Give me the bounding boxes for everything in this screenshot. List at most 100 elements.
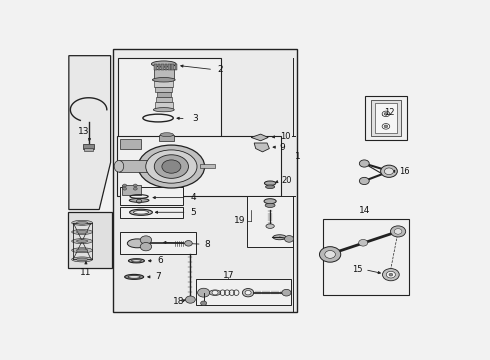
- Bar: [83, 144, 94, 149]
- Ellipse shape: [146, 150, 197, 183]
- Circle shape: [385, 168, 393, 175]
- Bar: [168, 64, 171, 69]
- Text: 15: 15: [352, 265, 363, 274]
- Bar: [156, 97, 172, 102]
- Circle shape: [282, 289, 291, 296]
- Ellipse shape: [72, 220, 93, 225]
- Ellipse shape: [243, 288, 254, 297]
- Bar: [155, 87, 172, 92]
- Ellipse shape: [245, 291, 251, 295]
- Ellipse shape: [154, 155, 189, 178]
- Circle shape: [212, 291, 218, 295]
- Ellipse shape: [128, 259, 145, 263]
- Bar: [175, 64, 177, 69]
- Ellipse shape: [76, 221, 88, 224]
- Bar: [84, 148, 93, 151]
- Circle shape: [285, 235, 294, 242]
- Bar: [323, 219, 409, 296]
- Ellipse shape: [209, 290, 220, 296]
- Text: 2: 2: [217, 65, 222, 74]
- Circle shape: [197, 288, 210, 297]
- Ellipse shape: [162, 160, 181, 173]
- Circle shape: [123, 184, 126, 187]
- Text: 8: 8: [205, 240, 211, 249]
- Circle shape: [185, 296, 196, 303]
- Ellipse shape: [138, 145, 205, 188]
- Bar: [153, 69, 174, 79]
- Ellipse shape: [76, 240, 88, 243]
- Bar: [120, 207, 183, 218]
- Ellipse shape: [72, 229, 93, 234]
- Bar: [120, 139, 141, 149]
- Polygon shape: [254, 143, 270, 152]
- Bar: [119, 161, 149, 172]
- Ellipse shape: [129, 209, 152, 215]
- Text: 4: 4: [190, 193, 196, 202]
- Bar: [196, 279, 291, 305]
- Bar: [113, 49, 297, 312]
- Circle shape: [383, 269, 399, 281]
- Bar: [165, 64, 167, 69]
- Bar: [172, 64, 174, 69]
- Text: 12: 12: [384, 108, 394, 117]
- Bar: [68, 212, 112, 268]
- Circle shape: [319, 247, 341, 262]
- Ellipse shape: [127, 239, 147, 248]
- Circle shape: [133, 187, 137, 190]
- Ellipse shape: [265, 203, 275, 207]
- Ellipse shape: [133, 211, 148, 214]
- Bar: [118, 58, 220, 138]
- Bar: [155, 102, 172, 109]
- Bar: [122, 185, 141, 195]
- Text: 7: 7: [155, 273, 161, 282]
- Polygon shape: [69, 56, 111, 210]
- Bar: [120, 232, 196, 254]
- Text: 20: 20: [281, 176, 292, 185]
- Text: 10: 10: [280, 131, 290, 140]
- Circle shape: [133, 184, 137, 187]
- Ellipse shape: [76, 249, 88, 252]
- Bar: [374, 103, 397, 133]
- Ellipse shape: [76, 231, 88, 233]
- Circle shape: [391, 226, 406, 237]
- Circle shape: [389, 273, 393, 276]
- Circle shape: [384, 125, 388, 128]
- Ellipse shape: [129, 198, 149, 202]
- Ellipse shape: [160, 133, 173, 136]
- Text: 18: 18: [173, 297, 185, 306]
- Circle shape: [359, 239, 368, 246]
- Bar: [157, 92, 171, 97]
- Ellipse shape: [153, 108, 174, 112]
- Ellipse shape: [72, 257, 93, 262]
- Polygon shape: [251, 134, 268, 141]
- Ellipse shape: [114, 161, 123, 172]
- Circle shape: [123, 187, 126, 190]
- Bar: [159, 135, 174, 141]
- Ellipse shape: [72, 239, 93, 244]
- Text: 9: 9: [280, 143, 285, 152]
- Bar: [161, 64, 164, 69]
- Bar: [200, 164, 215, 168]
- Bar: [118, 136, 281, 195]
- Text: 6: 6: [157, 256, 163, 265]
- Text: 17: 17: [222, 271, 234, 280]
- Text: 13: 13: [78, 127, 90, 136]
- Circle shape: [140, 236, 151, 244]
- Bar: [365, 96, 407, 140]
- Circle shape: [359, 160, 369, 167]
- Bar: [154, 80, 173, 87]
- Bar: [247, 195, 293, 247]
- Ellipse shape: [266, 185, 275, 189]
- Ellipse shape: [266, 224, 274, 228]
- Ellipse shape: [265, 181, 276, 185]
- Bar: [154, 64, 157, 69]
- Circle shape: [384, 112, 388, 115]
- Text: 1: 1: [295, 152, 300, 161]
- Bar: [120, 187, 183, 205]
- Ellipse shape: [128, 275, 140, 278]
- Circle shape: [185, 240, 192, 246]
- Ellipse shape: [124, 274, 144, 279]
- Circle shape: [325, 251, 336, 258]
- Circle shape: [140, 243, 151, 251]
- Ellipse shape: [273, 235, 286, 240]
